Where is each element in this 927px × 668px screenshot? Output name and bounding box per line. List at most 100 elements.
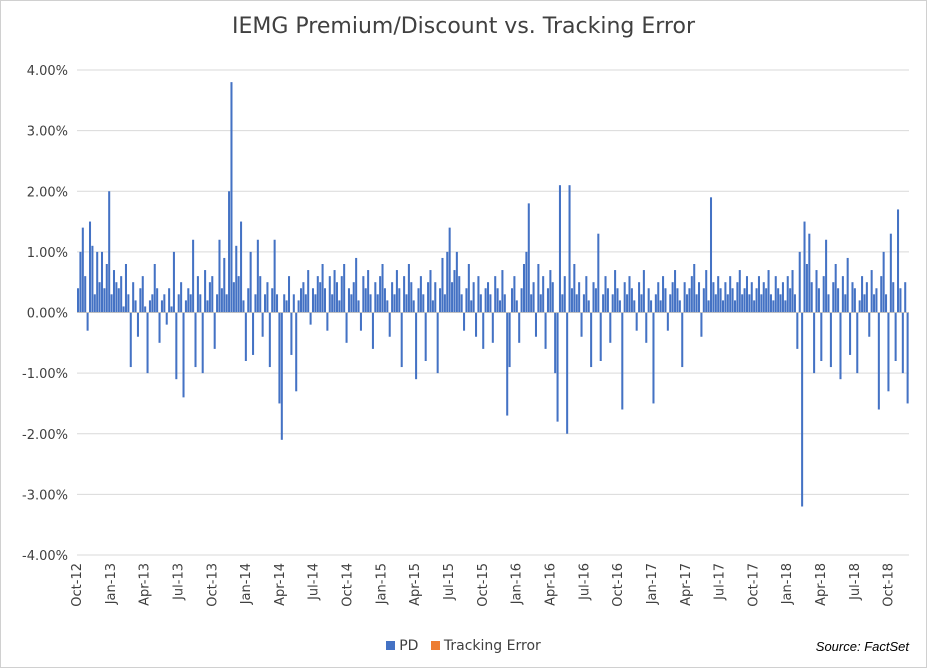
pd-bar (602, 294, 605, 313)
pd-bar (443, 294, 446, 313)
pd-bar (412, 300, 415, 313)
pd-bar (170, 306, 173, 313)
pd-bar (98, 282, 101, 313)
pd-bar (403, 276, 406, 313)
pd-bar (717, 276, 720, 313)
pd-bar (314, 294, 317, 313)
pd-bar (832, 282, 835, 313)
pd-bar (573, 264, 576, 313)
pd-bar (364, 288, 367, 313)
chart-title: IEMG Premium/Discount vs. Tracking Error (232, 14, 695, 39)
pd-bar (873, 294, 876, 313)
pd-bar (388, 312, 391, 337)
pd-bar (91, 245, 94, 313)
y-tick-label: -3.00% (22, 488, 68, 503)
pd-bar (789, 288, 792, 313)
pd-bar (508, 312, 511, 368)
x-tick-label: Jul-18 (848, 563, 863, 601)
pd-bar (448, 227, 451, 313)
pd-bar (436, 312, 439, 374)
pd-bar (609, 312, 612, 343)
pd-bar (163, 294, 166, 313)
pd-bar (858, 300, 861, 313)
pd-bar (220, 288, 223, 313)
x-tick-label: Jan-16 (510, 563, 525, 605)
pd-bar (542, 276, 545, 313)
pd-bar (767, 270, 770, 313)
pd-bar (393, 294, 396, 313)
pd-bar (273, 239, 276, 313)
pd-bar (213, 312, 216, 349)
pd-bar (786, 276, 789, 313)
pd-bar (355, 257, 358, 313)
pd-bar (302, 282, 305, 313)
pd-bar (885, 294, 888, 313)
pd-bar (338, 300, 341, 313)
x-tick-label: Oct-14 (341, 563, 356, 607)
x-tick-label: Jul-16 (577, 563, 592, 601)
pd-bar (427, 282, 430, 313)
pd-bar (139, 288, 142, 313)
pd-bar (889, 233, 892, 313)
pd-bar (100, 251, 104, 313)
pd-bar (494, 276, 497, 313)
x-tick-label: Jan-18 (780, 563, 795, 605)
pd-bar (683, 282, 686, 313)
pd-bar (674, 270, 677, 313)
pd-bar (458, 276, 461, 313)
pd-bar (705, 270, 708, 313)
pd-bar (264, 294, 267, 313)
pd-bar (367, 270, 370, 313)
pd-bar (796, 312, 799, 349)
pd-bar (813, 312, 816, 374)
pd-bar (551, 282, 554, 313)
pd-bar (510, 288, 514, 313)
pd-bar (304, 294, 307, 313)
pd-bar (700, 312, 703, 337)
pd-bar (568, 185, 571, 313)
pd-bar (381, 264, 384, 313)
pd-bar (865, 282, 868, 313)
pd-bar (611, 294, 614, 313)
pd-bar (235, 245, 238, 313)
pd-bar (340, 276, 343, 313)
pd-bar (352, 282, 355, 313)
pd-bar (537, 264, 540, 313)
legend-item-tracking-error[interactable]: Tracking Error (430, 638, 541, 654)
pd-bar (84, 276, 87, 313)
pd-bar (189, 294, 192, 313)
pd-bar (223, 257, 226, 313)
pd-bar (681, 312, 684, 368)
pd-bar (93, 294, 96, 313)
pd-bar (208, 282, 211, 313)
pd-bar (669, 294, 672, 313)
pd-bar (271, 288, 274, 313)
pd-bar (772, 300, 775, 313)
pd-bar (232, 282, 235, 313)
pd-bar (544, 312, 547, 349)
pd-bar (654, 294, 657, 313)
pd-bar (446, 251, 449, 313)
x-tick-label: Oct-13 (205, 563, 220, 607)
x-tick-label: Jan-15 (374, 563, 389, 605)
pd-bar (702, 288, 705, 313)
pd-bar (395, 270, 398, 313)
pd-bar (877, 312, 880, 410)
legend-item-pd[interactable]: PD (386, 638, 418, 654)
x-tick-label: Jul-14 (307, 563, 322, 601)
pd-bar (316, 276, 319, 313)
pd-bar (410, 282, 413, 313)
y-tick-label: -4.00% (22, 549, 68, 564)
pd-bar (549, 270, 552, 313)
pd-bar (439, 288, 442, 313)
pd-bar (362, 276, 365, 313)
pd-bar (592, 282, 595, 313)
pd-bar (484, 288, 487, 313)
pd-bar (424, 312, 427, 361)
x-tick-label: Apr-16 (544, 563, 559, 606)
pd-bar (299, 288, 303, 313)
pd-bar (136, 312, 139, 337)
pd-bar (837, 288, 840, 313)
pd-bar (108, 191, 111, 313)
pd-bar (405, 294, 408, 313)
